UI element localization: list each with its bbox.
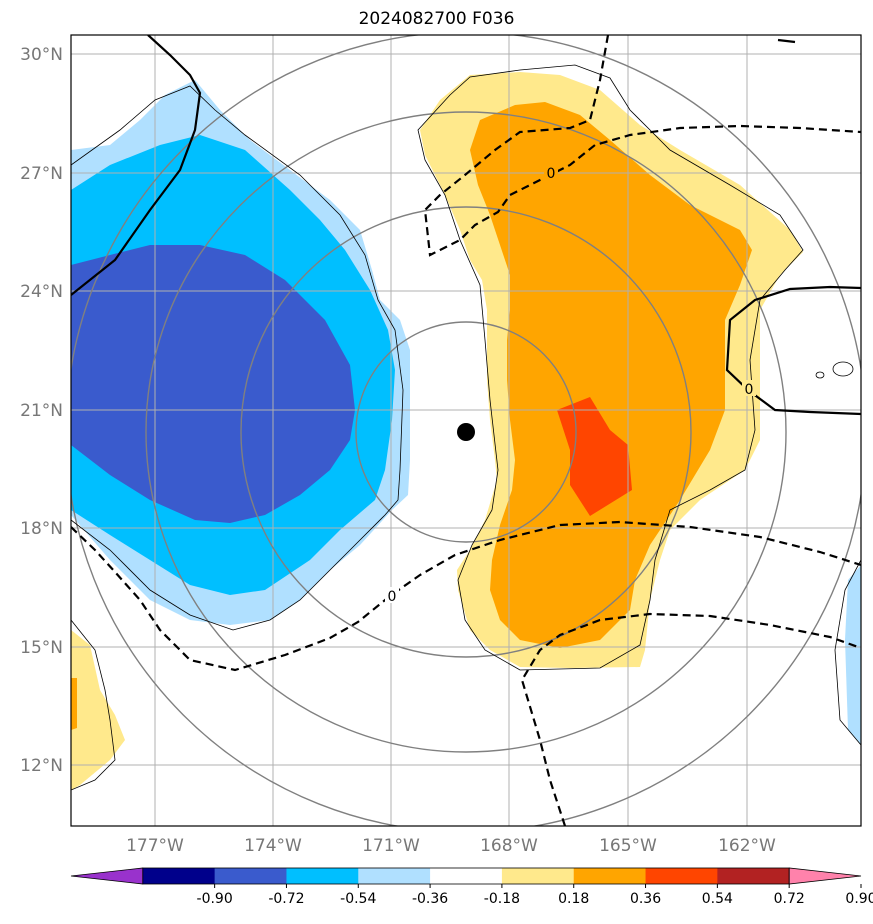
colorbar-swatch [717, 868, 790, 884]
colorbar-swatch [358, 868, 431, 884]
colorbar-swatch [430, 868, 503, 884]
colorbar: -0.90 -0.72 -0.54 -0.36 -0.18 0.18 0.36 0.54 0.7… [70, 867, 873, 907]
contour-label-0-right: 0 [745, 382, 754, 398]
shade-orange-bottom-left [71, 678, 77, 730]
colorbar-level-label: 0.18 [558, 891, 589, 907]
lat-label-15n: 15°N [20, 638, 63, 658]
colorbar-level-label: 0.90 [845, 891, 873, 907]
colorbar-level-label: 0.36 [630, 891, 661, 907]
longitude-labels: 177°W 174°W 171°W 168°W 165°W 162°W [126, 836, 776, 856]
colorbar-swatch [645, 868, 718, 884]
storm-center-marker [457, 423, 475, 441]
colorbar-swatch [501, 868, 575, 884]
shade-yellow-bottom-left [71, 630, 125, 790]
colorbar-extend-min [70, 867, 144, 885]
colorbar-swatch [573, 868, 647, 884]
lat-label-30n: 30°N [20, 45, 63, 65]
negative-anomaly-region [71, 80, 861, 745]
colorbar-level-label: -0.36 [412, 891, 448, 907]
shade-royal-blue [71, 245, 355, 523]
map-title: 2024082700 F036 [358, 9, 515, 29]
map-frame [70, 34, 862, 827]
lon-label-171w: 171°W [362, 836, 420, 856]
lon-label-174w: 174°W [244, 836, 302, 856]
colorbar-level-label: -0.54 [340, 891, 376, 907]
lat-label-12n: 12°N [20, 756, 63, 776]
lat-label-27n: 27°N [20, 164, 63, 184]
lon-label-177w: 177°W [126, 836, 184, 856]
colorbar-swatch [142, 868, 216, 884]
colorbar-extend-max [788, 867, 862, 885]
lon-label-165w: 165°W [599, 836, 657, 856]
shade-light-blue-right [845, 565, 861, 745]
solid-contours [71, 35, 861, 416]
contour-label-0-lower: 0 [388, 589, 397, 605]
lat-label-21n: 21°N [20, 401, 63, 421]
colorbar-swatches [70, 867, 862, 885]
range-rings [71, 35, 861, 826]
colorbar-swatch [214, 868, 287, 884]
colorbar-level-label: 0.54 [702, 891, 733, 907]
colorbar-swatch [286, 868, 359, 884]
contour-label-0-upper: 0 [547, 166, 556, 182]
colorbar-level-label: -0.72 [268, 891, 304, 907]
colorbar-level-label: -0.18 [484, 891, 520, 907]
dashed-contours [71, 35, 861, 826]
colorbar-labels: -0.90 -0.72 -0.54 -0.36 -0.18 0.18 0.36 0.54 0.7… [197, 884, 873, 907]
thin-contour-outlines [71, 64, 861, 791]
colorbar-level-label: -0.90 [197, 891, 233, 907]
colorbar-level-label: 0.72 [774, 891, 805, 907]
shade-orange [470, 102, 752, 648]
lon-label-162w: 162°W [718, 836, 776, 856]
colorbar-outline [142, 867, 790, 885]
contour-labels: 0 0 0 [385, 164, 756, 605]
lon-label-168w: 168°W [480, 836, 538, 856]
lat-label-18n: 18°N [20, 519, 63, 539]
latitude-labels: 30°N 27°N 24°N 21°N 18°N 15°N 12°N [20, 45, 63, 776]
lat-label-24n: 24°N [20, 282, 63, 302]
